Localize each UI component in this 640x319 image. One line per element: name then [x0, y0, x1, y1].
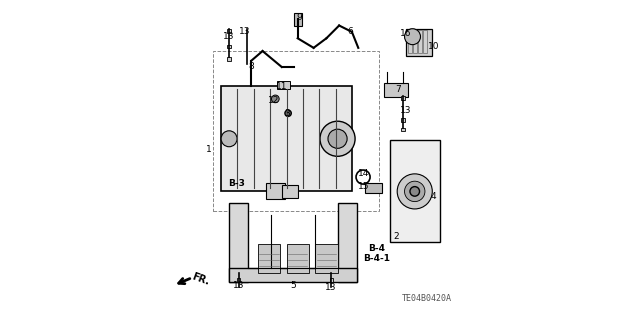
Bar — [227, 45, 230, 48]
Bar — [213, 51, 379, 211]
Circle shape — [285, 110, 291, 116]
Bar — [282, 185, 298, 198]
Bar — [258, 244, 280, 273]
Bar — [229, 268, 356, 282]
Text: 13: 13 — [233, 281, 244, 290]
Text: 13: 13 — [239, 27, 251, 36]
Text: 3: 3 — [285, 109, 291, 118]
Bar — [384, 83, 408, 97]
Bar — [401, 128, 404, 131]
Bar — [330, 278, 333, 282]
Circle shape — [397, 174, 432, 209]
Circle shape — [328, 129, 347, 148]
Text: 13: 13 — [400, 106, 412, 115]
Text: 16: 16 — [401, 29, 412, 38]
Bar — [227, 57, 230, 61]
Bar — [408, 30, 412, 53]
Bar — [227, 29, 230, 33]
Text: 7: 7 — [396, 85, 401, 94]
Text: 8: 8 — [248, 63, 254, 71]
Text: B-3: B-3 — [228, 179, 245, 188]
Text: 2: 2 — [393, 232, 399, 241]
Text: 5: 5 — [290, 281, 296, 290]
Bar — [390, 140, 440, 242]
Text: 10: 10 — [428, 42, 439, 51]
Text: B-4-1: B-4-1 — [364, 254, 390, 263]
Text: 13: 13 — [223, 32, 235, 41]
Bar — [287, 244, 309, 273]
Text: 13: 13 — [325, 283, 337, 292]
Text: FR.: FR. — [191, 271, 211, 287]
Text: TE04B0420A: TE04B0420A — [402, 294, 452, 303]
Text: 14: 14 — [358, 169, 370, 178]
Bar — [229, 203, 248, 282]
Text: 15: 15 — [358, 182, 370, 191]
Bar — [401, 118, 404, 122]
Bar — [277, 81, 290, 89]
Bar — [221, 86, 352, 191]
Text: 9: 9 — [296, 13, 302, 22]
Text: 1: 1 — [206, 145, 212, 154]
Bar — [337, 203, 356, 282]
Bar — [266, 183, 285, 199]
Text: 12: 12 — [268, 96, 280, 105]
Circle shape — [221, 131, 237, 147]
Circle shape — [271, 95, 279, 103]
Bar — [413, 30, 417, 53]
Bar — [316, 244, 337, 273]
Bar — [418, 30, 422, 53]
Bar — [294, 13, 303, 26]
Circle shape — [404, 181, 425, 202]
Text: 11: 11 — [276, 82, 287, 91]
Bar — [237, 278, 240, 282]
Text: 6: 6 — [348, 27, 353, 36]
Bar — [401, 96, 404, 100]
Circle shape — [410, 187, 420, 196]
Bar — [365, 183, 382, 193]
Bar — [423, 30, 427, 53]
Circle shape — [404, 29, 420, 45]
Text: 4: 4 — [431, 192, 436, 201]
Text: B-4: B-4 — [368, 244, 385, 253]
Bar — [406, 29, 431, 56]
Circle shape — [320, 121, 355, 156]
